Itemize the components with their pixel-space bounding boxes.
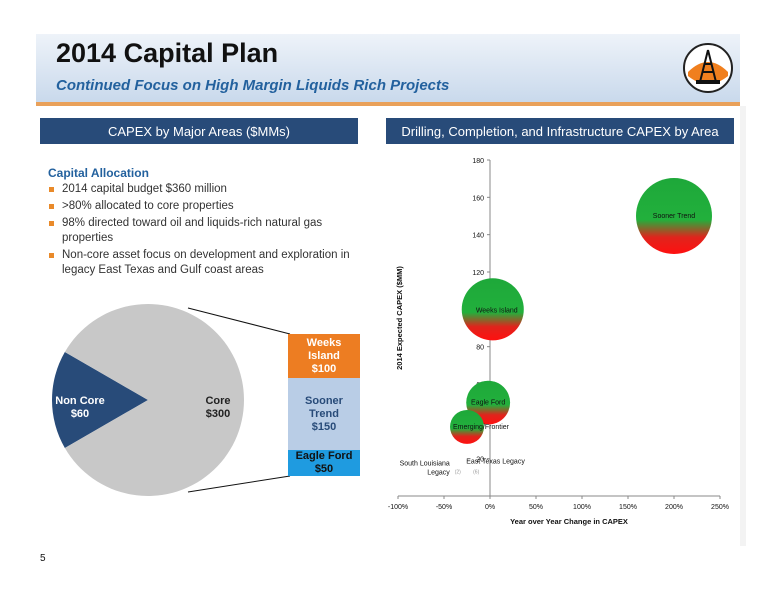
stack-segment-sooner-trend: Sooner Trend $150 [288, 378, 360, 450]
bubble-label-sooner-trend: Sooner Trend [653, 213, 696, 220]
bubble-label-emerging-frontier: Emerging/Frontier [453, 424, 510, 431]
page-number: 5 [40, 553, 46, 564]
pie-label-non-core-value: $60 [70, 408, 90, 420]
bullet-item: >80% allocated to core properties [48, 199, 358, 214]
capex-pie-chart [52, 304, 291, 497]
bullet-item: Non-core asset focus on development and … [48, 248, 358, 278]
page-subtitle: Continued Focus on High Margin Liquids R… [56, 77, 450, 94]
bubble-label-east-texas-legacy: East Texas Legacy [466, 459, 525, 466]
x-tick-label: 0% [485, 504, 495, 511]
capex-areas-band: CAPEX by Major Areas ($MMs) [40, 118, 358, 144]
y-tick-label: 140 [472, 233, 484, 240]
y-tick-label: 160 [472, 195, 484, 202]
pie-label-core-value: $300 [205, 408, 231, 420]
bubble-label-south-louisiana-legacy: Legacy [427, 470, 450, 477]
pie-label-non-core: Non Core $60 [50, 395, 110, 421]
stack-weeks-value: $100 [311, 362, 337, 375]
pie-label-non-core-name: Non Core [55, 395, 105, 407]
x-axis-title: Year over Year Change in CAPEX [510, 517, 628, 526]
x-tick-label: 200% [665, 504, 683, 511]
x-tick-label: 100% [573, 504, 591, 511]
connector-line-top [187, 307, 291, 335]
bubble-marker-east-texas-legacy: (6) [473, 470, 479, 476]
allocation-heading: Capital Allocation [48, 166, 149, 180]
allocation-bullets: 2014 capital budget $360 million >80% al… [48, 182, 358, 280]
x-tick-label: -50% [436, 504, 452, 511]
header-divider [36, 102, 740, 106]
company-logo-icon [683, 43, 733, 93]
stack-weeks-line1: Weeks [306, 336, 342, 349]
bubble-label-eagle-ford: Eagle Ford [471, 400, 505, 407]
y-tick-label: 180 [472, 158, 484, 165]
pie-label-core-name: Core [205, 395, 231, 407]
pie-slice-non-core [52, 352, 148, 448]
y-tick-label: 20 [476, 457, 484, 464]
bubble-sooner-trend [636, 178, 712, 254]
pie-label-core: Core $300 [188, 395, 248, 421]
stack-weeks-line2: Island [308, 349, 340, 362]
stack-sooner-value: $150 [311, 420, 337, 433]
stack-segment-weeks-island: Weeks Island $100 [288, 334, 360, 378]
pie-slice-core [64, 304, 244, 497]
stack-sooner-line2: Trend [309, 407, 339, 420]
page-title: 2014 Capital Plan [56, 38, 279, 68]
bullet-item: 98% directed toward oil and liquids-rich… [48, 216, 358, 246]
stack-eagle-line1: Eagle Ford [295, 450, 353, 462]
x-tick-label: 250% [711, 504, 729, 511]
connector-line-bottom [187, 475, 291, 493]
bullet-item: 2014 capital budget $360 million [48, 182, 358, 197]
stack-segment-eagle-ford: Eagle Ford $50 [288, 450, 360, 476]
x-tick-label: 50% [529, 504, 543, 511]
bubble-weeks-island [461, 278, 524, 341]
x-tick-label: 150% [619, 504, 637, 511]
y-tick-label: 80 [476, 345, 484, 352]
capex-by-area-band: Drilling, Completion, and Infrastructure… [386, 118, 734, 144]
bubble-marker-south-louisiana-legacy: (2) [455, 470, 461, 476]
slide-edge [740, 106, 746, 546]
stack-sooner-line1: Sooner [305, 394, 343, 407]
y-axis-title: 2014 Expected CAPEX ($MM) [395, 266, 404, 370]
stack-eagle-value: $50 [314, 463, 334, 475]
header-banner [36, 34, 740, 102]
bubble-label-weeks-island: Weeks Island [476, 307, 518, 314]
capex-bubble-chart: 20406080100120140160180-100%-50%0%50%100… [388, 158, 729, 526]
bubble-label-south-louisiana-legacy: South Louisiana [400, 461, 450, 468]
x-tick-label: -100% [388, 504, 408, 511]
y-tick-label: 120 [472, 270, 484, 277]
bubble-emerging-frontier [450, 409, 484, 444]
